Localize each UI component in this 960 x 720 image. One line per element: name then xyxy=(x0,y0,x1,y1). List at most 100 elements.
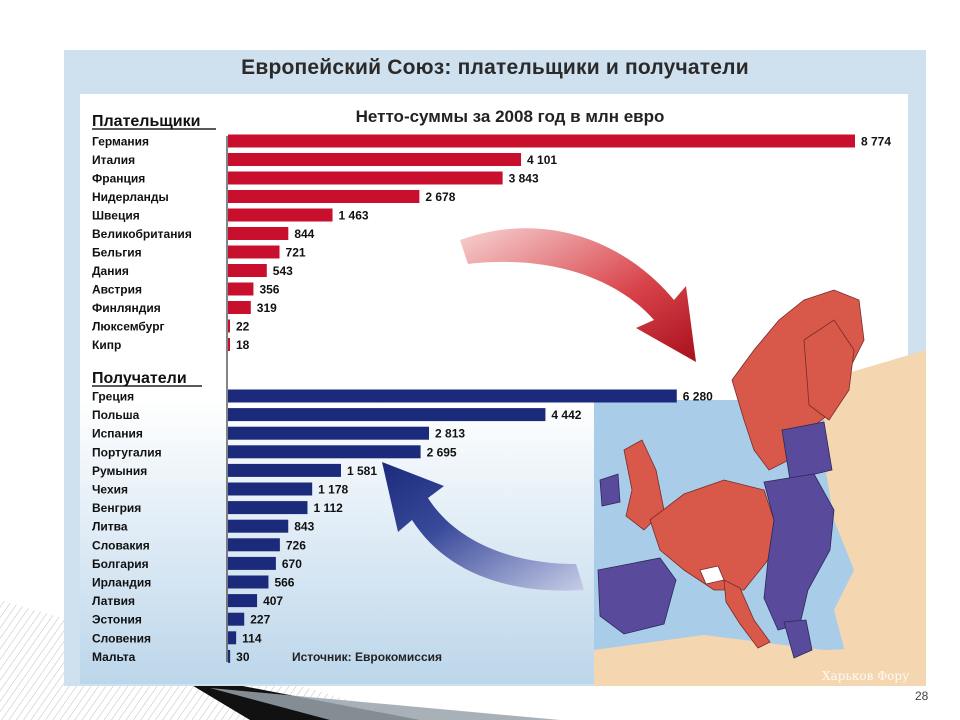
recipient-bar xyxy=(228,519,289,533)
payer-category-label: Италия xyxy=(92,153,135,167)
recipient-bar xyxy=(228,463,341,477)
map-italy xyxy=(723,579,771,649)
payers-bars: Германия 8 774 Италия 4 101 Франция 3 843 Ниде… xyxy=(92,134,891,352)
payer-bar xyxy=(228,134,855,148)
europe-map xyxy=(594,289,926,686)
recipient-category-label: Испания xyxy=(92,427,143,441)
recipient-value-label: 566 xyxy=(274,576,294,590)
chart-subtitle: Нетто-суммы за 2008 год в млн евро xyxy=(355,107,665,126)
recipient-value-label: 4 442 xyxy=(551,408,581,422)
recipient-bar xyxy=(228,631,237,645)
recipient-value-label: 407 xyxy=(263,594,283,608)
recipient-category-label: Мальта xyxy=(92,650,136,664)
recipient-value-label: 30 xyxy=(236,650,250,664)
payer-bar xyxy=(228,245,280,259)
recipient-value-label: 726 xyxy=(286,538,306,552)
recipient-value-label: 1 581 xyxy=(347,464,377,478)
map-greece xyxy=(783,619,813,659)
recipients-arrow xyxy=(382,462,584,591)
payer-category-label: Австрия xyxy=(92,283,142,297)
payers-arrow xyxy=(460,228,696,362)
payer-value-label: 543 xyxy=(273,264,293,278)
payer-value-label: 4 101 xyxy=(527,153,557,167)
recipient-bar xyxy=(228,538,280,552)
watermark: Харьков Фору xyxy=(822,669,909,683)
main-title: Европейский Союз: плательщики и получате… xyxy=(241,56,749,79)
recipient-category-label: Чехия xyxy=(92,483,128,497)
payer-bar xyxy=(228,264,267,277)
recipient-bar xyxy=(228,556,276,570)
payer-category-label: Великобритания xyxy=(92,227,192,241)
recipient-bar xyxy=(228,408,546,422)
recipient-value-label: 2 813 xyxy=(435,427,465,441)
recipient-value-label: 670 xyxy=(282,557,302,571)
recipient-category-label: Болгария xyxy=(92,557,149,571)
recipient-value-label: 114 xyxy=(242,631,262,645)
payer-value-label: 356 xyxy=(259,283,279,297)
recipient-bar xyxy=(228,575,269,589)
slide-number: 28 xyxy=(915,689,929,703)
payer-value-label: 3 843 xyxy=(509,172,539,186)
map-land-africa xyxy=(594,635,926,686)
recipient-value-label: 1 112 xyxy=(313,501,343,515)
recipient-value-label: 1 178 xyxy=(318,483,348,497)
recipient-bar xyxy=(228,612,245,626)
recipient-bar xyxy=(228,445,421,459)
payer-category-label: Дания xyxy=(92,264,129,278)
payers-header: Плательщики xyxy=(92,113,200,130)
recipient-category-label: Румыния xyxy=(92,464,147,478)
source-note: Источник: Еврокомиссия xyxy=(292,650,443,664)
map-iberia xyxy=(597,557,677,635)
corner-gray-stripe xyxy=(210,688,560,720)
recipient-bar xyxy=(228,594,258,608)
recipient-category-label: Венгрия xyxy=(92,501,141,515)
recipient-category-label: Латвия xyxy=(92,594,135,608)
recipient-bar xyxy=(228,501,308,515)
payer-value-label: 721 xyxy=(286,246,306,260)
payer-category-label: Нидерланды xyxy=(92,190,169,204)
payer-category-label: Германия xyxy=(92,135,149,149)
recipient-value-label: 227 xyxy=(250,613,270,627)
recipient-bar xyxy=(228,426,430,440)
recipient-category-label: Польша xyxy=(92,408,140,422)
recipients-header: Получатели xyxy=(92,370,187,387)
payer-bar xyxy=(228,319,230,333)
payer-category-label: Кипр xyxy=(92,338,121,352)
infographic: Европейский Союз: плательщики и получате… xyxy=(64,50,926,686)
bar-chart: Плательщики Получатели Германия 8 774 Итал… xyxy=(92,113,926,686)
payer-bar xyxy=(228,301,251,314)
payer-value-label: 2 678 xyxy=(425,190,455,204)
recipient-category-label: Эстония xyxy=(92,613,142,627)
payer-value-label: 22 xyxy=(236,320,250,334)
payer-bar xyxy=(228,190,420,203)
map-land-other-east xyxy=(824,350,926,686)
recipient-category-label: Словакия xyxy=(92,538,150,552)
map-baltics xyxy=(781,421,833,481)
payer-category-label: Франция xyxy=(92,172,145,186)
payer-category-label: Бельгия xyxy=(92,246,142,260)
payer-bar xyxy=(228,153,522,166)
payer-bar xyxy=(228,227,289,240)
payer-value-label: 18 xyxy=(236,338,250,352)
payer-bar xyxy=(228,338,230,351)
recipient-bar xyxy=(228,389,677,403)
map-alps xyxy=(699,565,725,585)
recipient-bar xyxy=(228,482,313,496)
recipient-category-label: Ирландия xyxy=(92,576,151,590)
payer-value-label: 319 xyxy=(257,301,277,315)
payer-bar xyxy=(228,282,254,296)
map-ireland xyxy=(599,473,621,507)
payer-category-label: Швеция xyxy=(92,209,140,223)
recipients-bars: Греция 6 280 Польша 4 442 Испания 2 813 Португ… xyxy=(92,389,713,664)
recipient-bar xyxy=(228,649,231,663)
payer-bar xyxy=(228,208,333,222)
payer-value-label: 1 463 xyxy=(339,209,369,223)
recipient-value-label: 2 695 xyxy=(427,445,457,459)
recipient-value-label: 6 280 xyxy=(683,390,713,404)
recipient-value-label: 843 xyxy=(294,520,314,534)
recipient-category-label: Словения xyxy=(92,631,151,645)
payer-value-label: 8 774 xyxy=(861,135,891,149)
payer-value-label: 844 xyxy=(294,227,314,241)
recipient-category-label: Португалия xyxy=(92,445,162,459)
payer-category-label: Люксембург xyxy=(92,320,165,334)
